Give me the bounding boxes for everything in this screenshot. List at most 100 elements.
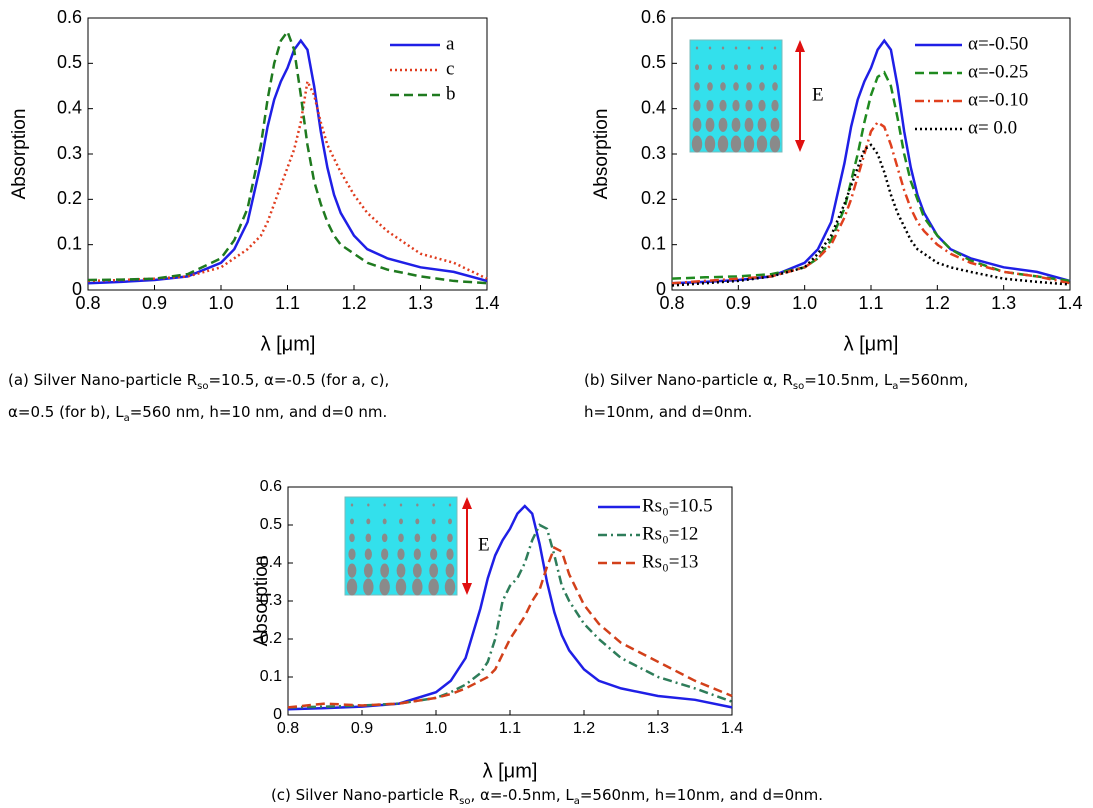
particle [734, 46, 738, 50]
caption-text: (a) Silver Nano-particle R [8, 371, 197, 389]
series-line [671, 143, 1071, 287]
particle [428, 578, 439, 596]
caption-subscript: a [574, 796, 580, 807]
y-tick-label: 0.4 [641, 97, 666, 117]
legend-label: α=-0.50 [968, 33, 1028, 54]
particle [367, 503, 370, 507]
x-tick-label: 1.1 [275, 293, 300, 313]
particle [382, 518, 387, 525]
particle [430, 548, 438, 560]
x-tick-label: 1.1 [499, 720, 521, 737]
x-tick-label: 1.0 [792, 293, 817, 313]
particle [720, 82, 726, 91]
caption-text: h=10nm, and d=0nm. [584, 403, 752, 421]
particle [773, 46, 777, 50]
x-tick-label: 0.9 [726, 293, 751, 313]
caption: h=10nm, and d=0nm. [584, 403, 752, 421]
series-line [671, 70, 1071, 283]
particle [758, 99, 766, 112]
legend-box [384, 31, 485, 112]
particle [366, 518, 371, 525]
field-label: E [478, 534, 490, 555]
particle [747, 46, 751, 50]
particle [773, 64, 777, 71]
caption-text: (b) Silver Nano-particle α, R [584, 371, 793, 389]
particle [734, 64, 738, 71]
particle [745, 99, 753, 112]
particle [416, 503, 419, 507]
y-axis-label: Absorption [591, 109, 612, 200]
particle [760, 46, 764, 50]
particle [704, 135, 716, 153]
arrow-head [795, 40, 805, 52]
x-tick-label: 1.2 [573, 720, 595, 737]
arrow-head [462, 497, 472, 509]
y-tick-label: 0.5 [57, 52, 82, 72]
particle [363, 563, 373, 578]
series-line [87, 28, 488, 285]
y-tick-label: 0.4 [57, 97, 82, 117]
x-tick-label: 0.8 [277, 720, 299, 737]
arrow-head [462, 583, 472, 595]
particle [695, 64, 699, 71]
particle [347, 563, 357, 578]
x-tick-label: 1.0 [425, 720, 447, 737]
x-tick-label: 0.8 [75, 293, 100, 313]
particle [432, 503, 435, 507]
x-tick-label: 1.4 [474, 293, 499, 313]
x-axis-label: λ [μm] [844, 333, 899, 355]
x-axis-label: λ [μm] [261, 333, 316, 355]
caption-text: =10.5, α=-0.5 (for a, c), [208, 371, 389, 389]
field-label: E [812, 84, 824, 105]
particle [733, 82, 739, 91]
particle [707, 82, 713, 91]
caption: (c) Silver Nano-particle Rso, α=-0.5nm, … [271, 786, 823, 807]
particle [445, 563, 455, 578]
y-axis-label: Absorption [9, 109, 30, 200]
particle [719, 99, 727, 112]
particle [718, 117, 728, 132]
particle [431, 518, 436, 525]
x-tick-label: 1.2 [341, 293, 366, 313]
particle [721, 46, 725, 50]
particle [448, 503, 452, 507]
particle [414, 533, 421, 543]
particle [349, 533, 355, 543]
series-line [87, 38, 488, 285]
legend-label: c [446, 58, 454, 79]
x-tick-label: 1.0 [208, 293, 233, 313]
particle [721, 64, 725, 71]
y-tick-label: 0.4 [260, 554, 282, 571]
particle [757, 117, 767, 132]
y-tick-label: 0.1 [57, 233, 82, 253]
legend-label: Rs₀=10.5 [642, 495, 713, 516]
y-tick-label: 0.5 [641, 52, 666, 72]
particle [381, 533, 388, 543]
particle [399, 518, 403, 525]
x-tick-label: 1.3 [408, 293, 433, 313]
series-line [287, 523, 733, 709]
particle [756, 135, 768, 153]
particle [348, 548, 356, 560]
x-tick-label: 1.3 [991, 293, 1016, 313]
particle [399, 503, 403, 507]
x-tick-label: 1.2 [925, 293, 950, 313]
particle [691, 135, 703, 153]
particle [695, 46, 699, 50]
particle [398, 533, 404, 543]
caption: (a) Silver Nano-particle Rso=10.5, α=-0.… [8, 371, 389, 392]
particle [772, 82, 778, 91]
particle [412, 578, 423, 596]
particle [415, 518, 420, 525]
y-tick-label: 0.1 [260, 668, 282, 685]
caption: α=0.5 (for b), La=560 nm, h=10 nm, and d… [8, 403, 387, 424]
caption-text: α=0.5 (for b), L [8, 403, 124, 421]
particle [381, 548, 389, 560]
y-tick-label: 0.6 [260, 478, 282, 495]
particle [365, 533, 372, 543]
particle [383, 503, 386, 507]
x-tick-label: 0.8 [659, 293, 684, 313]
legend-label: Rs₀=12 [642, 523, 698, 544]
y-tick-label: 0.3 [57, 143, 82, 163]
